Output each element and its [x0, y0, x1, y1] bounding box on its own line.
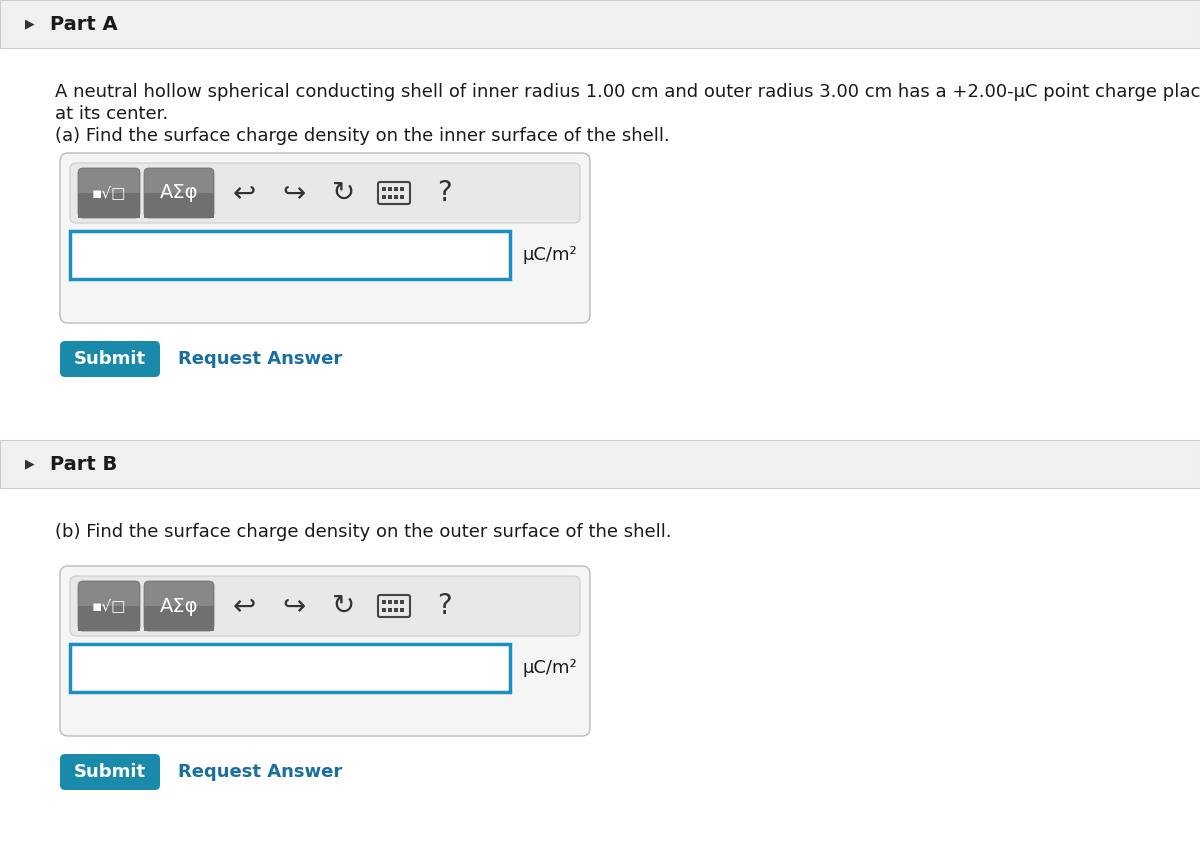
- Bar: [0, 0, 1200, 48]
- Bar: [400, 608, 404, 612]
- FancyBboxPatch shape: [70, 163, 580, 223]
- Bar: [400, 187, 404, 191]
- Text: at its center.: at its center.: [55, 105, 168, 123]
- Text: ↪: ↪: [282, 179, 306, 207]
- Bar: [400, 600, 404, 604]
- Bar: [394, 600, 398, 604]
- Text: ↩: ↩: [233, 592, 256, 620]
- Bar: [388, 187, 392, 191]
- Bar: [70, 231, 510, 279]
- Bar: [70, 644, 510, 692]
- FancyBboxPatch shape: [60, 153, 590, 323]
- Text: ↩: ↩: [233, 179, 256, 207]
- Text: ↻: ↻: [332, 592, 355, 620]
- Bar: [388, 600, 392, 604]
- Text: ΑΣφ: ΑΣφ: [160, 184, 198, 202]
- Bar: [78, 606, 140, 631]
- Bar: [78, 193, 140, 218]
- Text: ▶: ▶: [25, 457, 35, 470]
- FancyBboxPatch shape: [144, 581, 214, 631]
- Text: μC/m²: μC/m²: [522, 659, 577, 677]
- Text: ?: ?: [437, 592, 451, 620]
- Text: Submit: Submit: [74, 763, 146, 781]
- Bar: [0, 48, 1200, 440]
- Text: (a) Find the surface charge density on the inner surface of the shell.: (a) Find the surface charge density on t…: [55, 127, 670, 145]
- Text: ↻: ↻: [332, 179, 355, 207]
- Text: ▶: ▶: [25, 18, 35, 30]
- FancyBboxPatch shape: [60, 341, 160, 377]
- Bar: [388, 608, 392, 612]
- Bar: [394, 608, 398, 612]
- Bar: [382, 187, 386, 191]
- Text: μC/m²: μC/m²: [522, 246, 577, 264]
- Text: Part B: Part B: [50, 455, 118, 473]
- Text: ΑΣφ: ΑΣφ: [160, 596, 198, 616]
- FancyBboxPatch shape: [78, 581, 140, 631]
- Text: Request Answer: Request Answer: [178, 350, 342, 368]
- Bar: [382, 195, 386, 199]
- Text: A neutral hollow spherical conducting shell of inner radius 1.00 cm and outer ra: A neutral hollow spherical conducting sh…: [55, 83, 1200, 101]
- FancyBboxPatch shape: [78, 168, 140, 218]
- Bar: [382, 600, 386, 604]
- FancyBboxPatch shape: [60, 754, 160, 790]
- Bar: [394, 195, 398, 199]
- Text: ▪√□: ▪√□: [91, 599, 126, 613]
- Bar: [400, 195, 404, 199]
- FancyBboxPatch shape: [144, 168, 214, 218]
- Text: Submit: Submit: [74, 350, 146, 368]
- Bar: [388, 195, 392, 199]
- Text: ▪√□: ▪√□: [91, 185, 126, 201]
- Bar: [144, 606, 214, 631]
- Text: (b) Find the surface charge density on the outer surface of the shell.: (b) Find the surface charge density on t…: [55, 523, 672, 541]
- Text: Request Answer: Request Answer: [178, 763, 342, 781]
- Text: ?: ?: [437, 179, 451, 207]
- FancyBboxPatch shape: [60, 566, 590, 736]
- Bar: [0, 488, 1200, 847]
- Bar: [144, 193, 214, 218]
- Bar: [394, 187, 398, 191]
- Bar: [382, 608, 386, 612]
- Text: ↪: ↪: [282, 592, 306, 620]
- Bar: [0, 440, 1200, 488]
- Text: Part A: Part A: [50, 14, 118, 34]
- FancyBboxPatch shape: [70, 576, 580, 636]
